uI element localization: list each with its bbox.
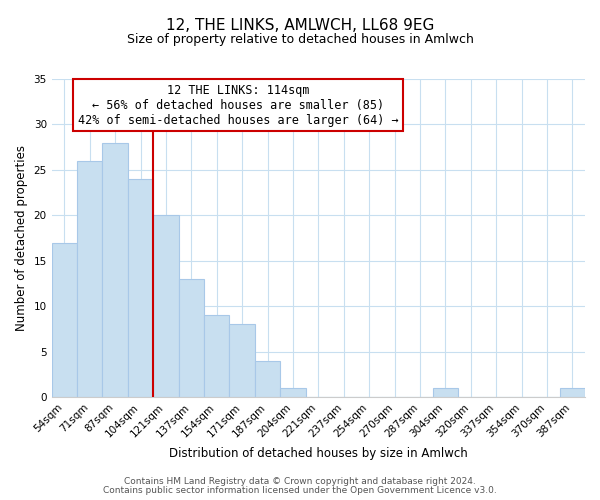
Bar — [179, 279, 204, 397]
Bar — [128, 179, 153, 397]
Bar — [153, 216, 179, 397]
Bar — [103, 142, 128, 397]
Text: Size of property relative to detached houses in Amlwch: Size of property relative to detached ho… — [127, 32, 473, 46]
Text: Contains public sector information licensed under the Open Government Licence v3: Contains public sector information licen… — [103, 486, 497, 495]
Text: 12 THE LINKS: 114sqm
← 56% of detached houses are smaller (85)
42% of semi-detac: 12 THE LINKS: 114sqm ← 56% of detached h… — [78, 84, 398, 127]
Bar — [229, 324, 255, 397]
Bar — [77, 161, 103, 397]
Bar — [280, 388, 305, 397]
Text: Contains HM Land Registry data © Crown copyright and database right 2024.: Contains HM Land Registry data © Crown c… — [124, 477, 476, 486]
X-axis label: Distribution of detached houses by size in Amlwch: Distribution of detached houses by size … — [169, 447, 468, 460]
Bar — [433, 388, 458, 397]
Text: 12, THE LINKS, AMLWCH, LL68 9EG: 12, THE LINKS, AMLWCH, LL68 9EG — [166, 18, 434, 32]
Bar — [52, 242, 77, 397]
Bar — [560, 388, 585, 397]
Bar — [255, 360, 280, 397]
Y-axis label: Number of detached properties: Number of detached properties — [15, 145, 28, 331]
Bar — [204, 315, 229, 397]
